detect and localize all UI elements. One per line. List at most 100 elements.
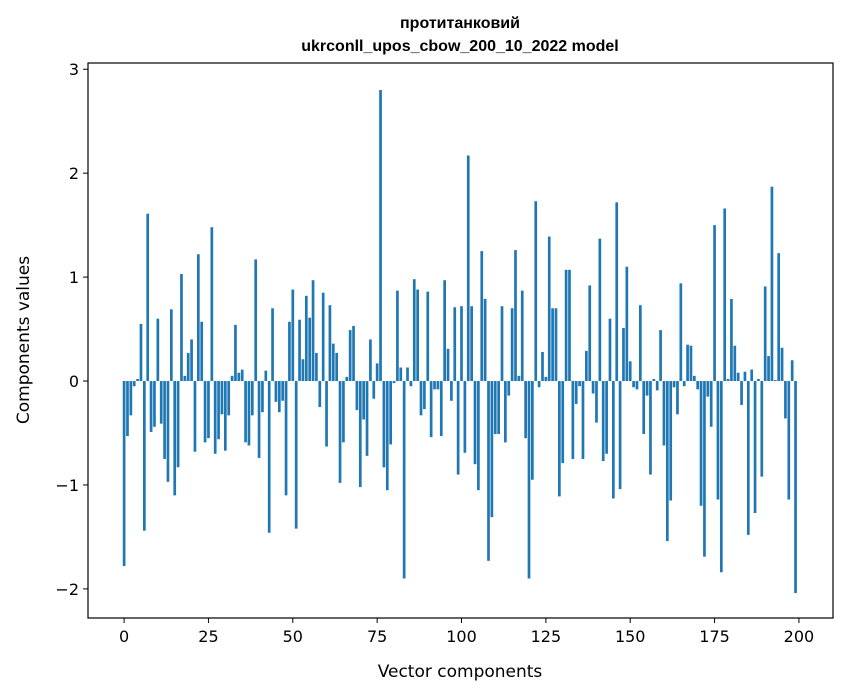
bar [679, 283, 683, 382]
bar [510, 308, 514, 382]
bar [554, 308, 558, 382]
bar [477, 381, 480, 491]
x-axis-label: Vector components [378, 662, 543, 682]
bar [257, 381, 261, 458]
bar [301, 359, 305, 382]
bar [237, 372, 241, 382]
bar [692, 375, 696, 382]
bar [348, 330, 352, 382]
bar [203, 381, 207, 443]
bar [676, 381, 679, 415]
bar [605, 381, 608, 454]
bar [392, 381, 396, 384]
bar [122, 381, 126, 567]
x-tick-label: 150 [615, 627, 646, 646]
bar [537, 381, 541, 388]
bar [250, 381, 254, 416]
bars-group [122, 90, 797, 594]
y-tick-label: 2 [69, 164, 79, 183]
bar [750, 369, 754, 382]
bar [652, 378, 656, 382]
bar [267, 381, 271, 533]
bar [159, 381, 163, 424]
bar [281, 381, 285, 401]
bar [571, 381, 575, 459]
bar [544, 376, 548, 382]
bar [126, 381, 129, 437]
bar [213, 381, 217, 454]
bar [288, 321, 291, 382]
x-axis: 0 25 50 75 100 125 150 175 200 [119, 618, 814, 646]
bar [439, 381, 443, 437]
bar [500, 306, 504, 382]
bar [429, 381, 433, 438]
bar [446, 348, 450, 382]
bar [193, 381, 197, 452]
x-tick-label: 0 [119, 627, 129, 646]
y-tick-label: 3 [69, 60, 79, 79]
bar [726, 378, 730, 382]
bar [389, 381, 393, 445]
bar [527, 381, 531, 579]
bar [176, 381, 180, 468]
x-tick-label: 125 [531, 627, 562, 646]
bar [628, 361, 632, 382]
bar [595, 381, 598, 423]
plot-frame [87, 62, 834, 619]
bar [507, 381, 511, 396]
bar [382, 381, 386, 468]
bar [561, 381, 565, 464]
bar [466, 155, 470, 382]
bar [318, 381, 322, 408]
bar [365, 381, 369, 456]
bar [338, 381, 342, 483]
bar [129, 381, 133, 416]
bar [541, 351, 544, 382]
bar [777, 253, 781, 382]
bar [136, 378, 139, 382]
bar [669, 381, 673, 501]
bar [207, 381, 210, 439]
bar [315, 352, 318, 382]
x-tick-label: 100 [446, 627, 477, 646]
bar [493, 381, 497, 435]
bar [635, 381, 639, 390]
bar [190, 339, 193, 382]
bar [163, 381, 166, 459]
bar [787, 381, 791, 500]
bar [372, 381, 376, 399]
bar [730, 298, 733, 382]
bar [784, 381, 787, 419]
bar [369, 339, 372, 382]
bar [713, 225, 716, 382]
bar [234, 324, 237, 382]
bar [146, 213, 150, 382]
bar [740, 381, 743, 405]
bar [277, 381, 281, 413]
bar [358, 381, 362, 488]
bar [719, 381, 723, 573]
bar [642, 381, 646, 435]
bar [497, 381, 500, 435]
bar [490, 381, 494, 518]
bar [733, 345, 737, 382]
bar [736, 372, 740, 382]
chart-title: протитанковий [400, 15, 520, 32]
bar [274, 381, 278, 402]
bar [247, 381, 251, 446]
bar [601, 381, 605, 462]
bar [659, 330, 662, 382]
bar [686, 344, 689, 382]
bar [294, 381, 298, 529]
bar [551, 308, 554, 382]
bar [385, 381, 389, 491]
bar [261, 381, 264, 413]
bar [520, 290, 524, 382]
x-tick-label: 200 [784, 627, 815, 646]
bar [149, 381, 153, 432]
bar [291, 289, 295, 382]
bar [608, 318, 612, 382]
bar [409, 381, 413, 387]
bar [142, 381, 146, 531]
bar [132, 381, 136, 387]
